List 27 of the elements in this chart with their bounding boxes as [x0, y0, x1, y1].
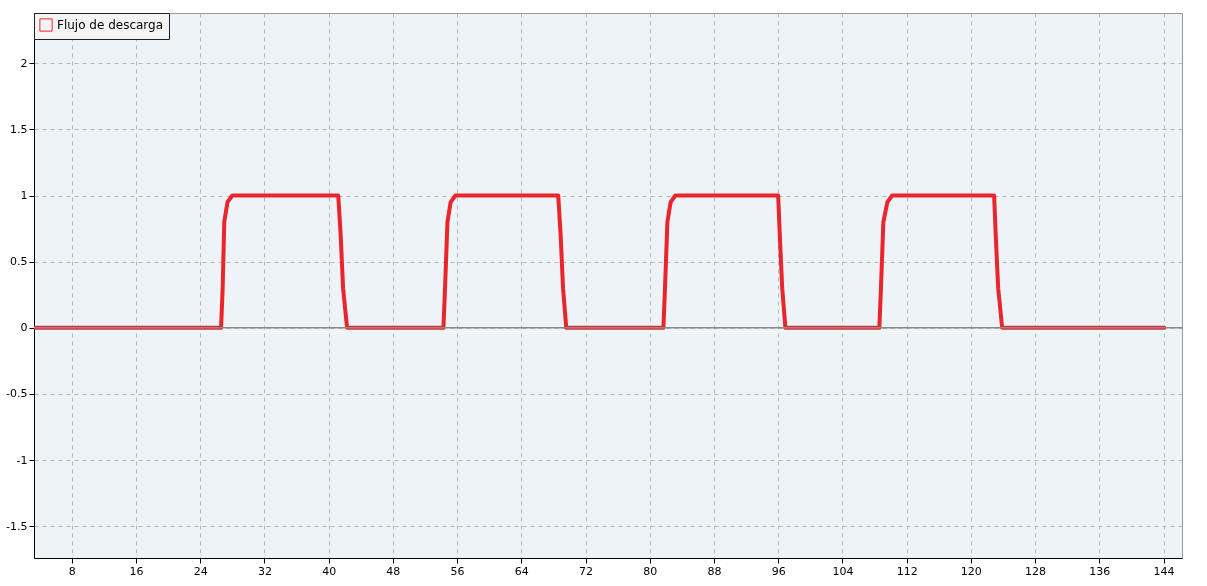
y-tick-label: -0.5 — [6, 387, 28, 401]
x-tick-label: 112 — [896, 564, 918, 578]
x-tick-label: 144 — [1153, 564, 1175, 578]
y-tick-label: 0 — [20, 321, 28, 335]
x-tick-label: 8 — [68, 564, 76, 578]
x-tick-label: 72 — [579, 564, 594, 578]
y-tick-label: 2 — [20, 56, 28, 70]
x-tick-label: 104 — [832, 564, 854, 578]
x-tick-label: 136 — [1089, 564, 1111, 578]
x-tick-label: 88 — [707, 564, 722, 578]
x-tick-label: 64 — [514, 564, 529, 578]
x-tick-label: 96 — [771, 564, 786, 578]
x-tick-label: 40 — [322, 564, 337, 578]
y-tick-label: -1.5 — [6, 519, 28, 533]
x-tick-label: 24 — [193, 564, 208, 578]
y-tick-label: 1 — [20, 189, 28, 203]
x-tick-label: 16 — [129, 564, 144, 578]
x-tick-label: 32 — [257, 564, 272, 578]
y-tick-label: 1.5 — [10, 122, 28, 136]
y-tick-label: -1 — [16, 453, 28, 467]
x-tick-label: 80 — [643, 564, 658, 578]
x-tick-label: 128 — [1025, 564, 1047, 578]
legend-label: Flujo de descarga — [57, 18, 164, 32]
x-tick-label: 56 — [450, 564, 465, 578]
y-tick-label: 0.5 — [10, 255, 28, 269]
x-tick-label: 120 — [960, 564, 982, 578]
x-tick-label: 48 — [386, 564, 401, 578]
